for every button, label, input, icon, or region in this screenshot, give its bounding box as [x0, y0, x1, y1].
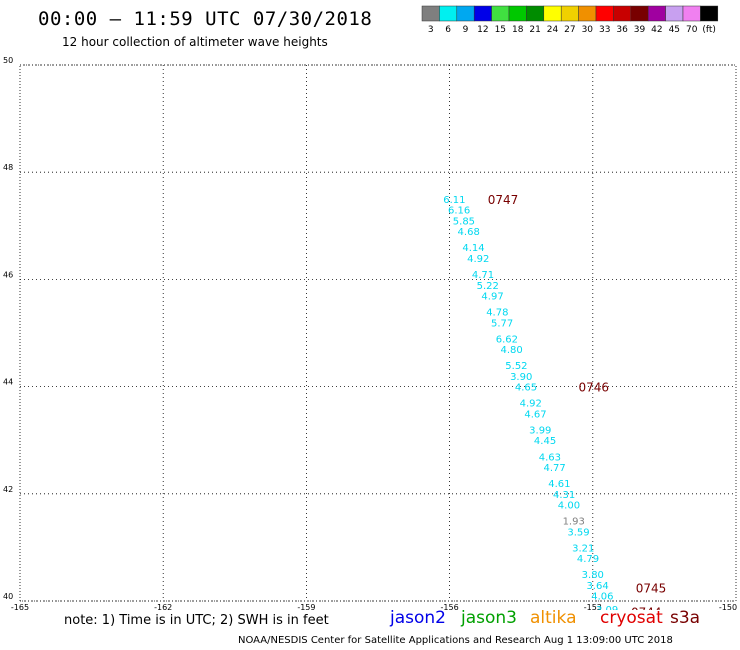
scale-swatch: [700, 5, 719, 22]
scale-label: 70: [686, 25, 698, 35]
map-title: 00:00 – 11:59 UTC 07/30/2018: [38, 8, 373, 30]
wave-height-label: 4.00: [558, 501, 580, 512]
latitude-tick-label: 42: [3, 485, 13, 494]
scale-unit: (ft): [702, 25, 716, 35]
scale-label: 18: [512, 25, 524, 35]
wave-height-label: 1.93: [563, 517, 585, 528]
pass-time-labels: 0747 0746 0745 0744: [488, 193, 667, 610]
satellite-legend-jason2: jason2: [390, 608, 446, 628]
wave-height-points: 6.116.165.854.684.144.924.715.224.974.78…: [443, 195, 618, 610]
longitude-tick-label: -156: [441, 603, 459, 610]
scale-label: 15: [495, 25, 506, 35]
longitude-tick-label: -162: [154, 603, 172, 610]
wave-height-label: 4.80: [501, 345, 523, 356]
color-scale-legend: 3 6 9 12 15 18 21 24 27 30 33 36 39 42 45 70 (ft): [421, 5, 719, 35]
latitude-tick-labels: 50 48 46 44 42 40: [3, 56, 13, 601]
wave-height-label: 3.90: [510, 372, 532, 383]
wave-height-label: 5.22: [477, 281, 499, 292]
wave-height-label: 4.65: [515, 383, 537, 394]
longitude-tick-label: -159: [297, 603, 315, 610]
pass-time-label: 0744: [631, 606, 662, 610]
latitude-tick-label: 50: [3, 56, 13, 65]
latitude-tick-label: 48: [3, 163, 13, 172]
pass-time-label: 0747: [488, 193, 519, 207]
wave-height-label: 6.62: [496, 334, 518, 345]
wave-height-label: 4.71: [472, 270, 494, 281]
wave-height-label: 4.31: [553, 490, 575, 501]
satellite-legend-altika: altika: [530, 608, 577, 628]
latitude-tick-label: 44: [3, 378, 13, 387]
satellite-legend-cryosat: cryosat: [600, 608, 663, 628]
pass-time-label: 0745: [636, 582, 667, 596]
graticule: [20, 64, 736, 602]
wave-height-label: 4.77: [543, 463, 565, 474]
longitude-tick-label: -153: [584, 603, 602, 610]
wave-height-label: 4.78: [486, 308, 508, 319]
wave-height-label: 6.16: [448, 206, 470, 217]
wave-height-label: 6.11: [443, 195, 465, 206]
satellite-legend-s3a: s3a: [670, 608, 701, 628]
wave-height-label: 3.99: [529, 425, 551, 436]
longitude-tick-labels: -165 -162 -159 -156 -153 -150: [11, 603, 737, 610]
wave-height-label: 5.85: [453, 216, 475, 227]
wave-height-label: 5.77: [491, 318, 513, 329]
satellite-legend-jason3: jason3: [461, 608, 517, 628]
wave-height-label: 4.61: [548, 479, 570, 490]
wave-height-label: 4.79: [577, 554, 599, 565]
wave-height-label: 3.09: [596, 605, 618, 610]
scale-label: 42: [651, 25, 662, 35]
scale-label: 12: [477, 25, 488, 35]
scale-label: 33: [599, 25, 610, 35]
wave-height-label: 5.52: [505, 361, 527, 372]
wave-height-label: 4.92: [467, 254, 489, 265]
scale-label: 24: [547, 25, 559, 35]
units-note: note: 1) Time is in UTC; 2) SWH is in fe…: [64, 613, 329, 628]
latitude-tick-label: 40: [3, 592, 13, 601]
wave-height-label: 3.21: [572, 543, 594, 554]
scale-label: 30: [582, 25, 594, 35]
latitude-tick-label: 46: [3, 270, 13, 279]
scale-label: 36: [616, 25, 628, 35]
wave-height-label: 4.14: [462, 243, 484, 254]
longitude-tick-label: -165: [11, 603, 29, 610]
map-subtitle: 12 hour collection of altimeter wave hei…: [62, 35, 328, 49]
wave-height-label: 4.92: [520, 399, 542, 410]
credit-footer: NOAA/NESDIS Center for Satellite Applica…: [238, 635, 673, 646]
wave-height-label: 4.45: [534, 436, 556, 447]
wave-height-label: 3.64: [586, 581, 608, 592]
scale-label: 45: [669, 25, 680, 35]
scale-label: 9: [463, 25, 469, 35]
wave-height-label: 4.97: [481, 291, 503, 302]
scale-label: 6: [445, 25, 451, 35]
scale-label: 21: [529, 25, 540, 35]
wave-height-label: 4.68: [458, 227, 480, 238]
pass-time-label: 0746: [578, 381, 609, 395]
altimeter-map: 50 48 46 44 42 40 -165 -162 -159 -156 -153 -150 6.…: [3, 56, 737, 610]
wave-height-label: 3.59: [567, 527, 589, 538]
map-frame: [19, 64, 737, 602]
scale-label: 39: [634, 25, 646, 35]
wave-height-label: 4.06: [591, 592, 613, 603]
scale-label: 3: [428, 25, 434, 35]
wave-height-label: 4.67: [524, 409, 546, 420]
wave-height-label: 3.80: [582, 570, 604, 581]
wave-height-label: 4.63: [539, 452, 561, 463]
scale-label: 27: [564, 25, 575, 35]
longitude-tick-label: -150: [719, 603, 737, 610]
